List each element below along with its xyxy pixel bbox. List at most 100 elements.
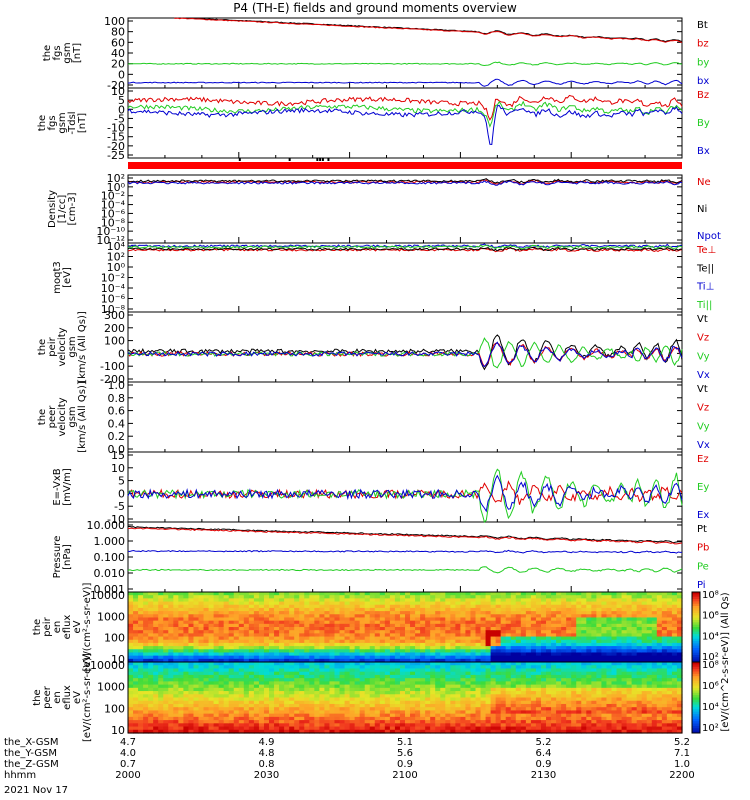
spec-cell (168, 700, 174, 705)
spec-cell (238, 726, 245, 731)
spec-cell (520, 684, 527, 689)
ytick-label-fgs_gsm: 100 (104, 15, 125, 28)
spec-cell (450, 655, 456, 660)
spec-cell (475, 639, 482, 644)
spec-cell (581, 636, 587, 641)
spec-cell (158, 623, 164, 628)
spec-cell (561, 655, 567, 660)
spec-cell (515, 662, 522, 666)
ytick-label-density: 10⁻² (101, 190, 125, 203)
spec-cell (319, 723, 326, 728)
spec-cell (133, 674, 139, 679)
spec-cell (274, 707, 280, 712)
spec-cell (671, 617, 678, 622)
spec-cell (606, 633, 613, 638)
spec-cell (243, 611, 250, 615)
spec-cell (218, 617, 225, 622)
spec-cell (405, 691, 411, 695)
spec-cell (389, 649, 396, 654)
spec-cell (671, 646, 678, 650)
spec-cell (233, 691, 240, 695)
spec-cell (183, 703, 190, 708)
spec-cell (480, 639, 487, 644)
spec-cell (440, 630, 446, 634)
spec-cell (551, 668, 557, 673)
spec-cell (324, 642, 331, 647)
spec-cell (253, 687, 260, 692)
ylabel-line: the (37, 115, 48, 131)
spec-cell (173, 678, 179, 682)
spec-cell (611, 681, 618, 686)
spec-cell (218, 595, 225, 599)
spec-cell (289, 694, 295, 699)
spec-cell (420, 729, 426, 734)
spec-cell (490, 633, 497, 638)
spec-cell (314, 678, 320, 682)
spec-cell (475, 601, 482, 606)
spec-cell (500, 713, 507, 718)
spec-cell (415, 723, 421, 728)
spec-cell (530, 684, 537, 689)
spec-cell (626, 617, 633, 622)
spec-cell (465, 697, 472, 702)
spec-cell (405, 595, 411, 599)
spec-cell (228, 681, 235, 686)
spec-cell (465, 720, 472, 724)
spec-cell (168, 607, 174, 612)
ytick-label-density: 10⁰ (107, 181, 126, 194)
spec-cell (163, 655, 169, 660)
spec-cell (405, 592, 411, 596)
spec-cell (284, 617, 290, 622)
spec-cell (495, 713, 502, 718)
spec-cell (334, 614, 341, 619)
spec-cell (656, 614, 663, 619)
spec-cell (339, 655, 346, 660)
spec-cell (636, 636, 643, 641)
spec-cell (203, 703, 210, 708)
spec-cell (294, 703, 300, 708)
spec-cell (274, 726, 280, 731)
spec-cell (173, 700, 179, 705)
spec-cell (369, 720, 376, 724)
spec-cell (505, 723, 512, 728)
spec-cell (269, 662, 275, 666)
spec-cell (218, 642, 225, 647)
spec-cell (535, 662, 542, 666)
spec-cell (294, 604, 300, 609)
spec-cell (399, 607, 406, 612)
spec-cell (571, 642, 577, 647)
spec-cell (540, 595, 547, 599)
spec-cell (611, 601, 618, 606)
spec-cell (263, 684, 270, 689)
spec-cell (410, 671, 416, 676)
spec-cell (299, 627, 305, 631)
spec-cell (581, 623, 587, 628)
spec-cell (188, 658, 195, 663)
spec-cell (369, 713, 376, 718)
spec-cell (606, 636, 613, 641)
spec-cell (616, 614, 623, 619)
spec-cell (425, 627, 431, 631)
spec-cell (238, 723, 245, 728)
spec-cell (213, 710, 220, 715)
spec-cell (193, 713, 200, 718)
spec-cell (269, 707, 275, 712)
spec-cell (188, 646, 195, 650)
spec-cell (198, 658, 205, 663)
spec-cell (420, 691, 426, 695)
spec-cell (183, 639, 190, 644)
spec-cell (188, 604, 195, 609)
spec-cell (319, 671, 326, 676)
spec-cell (505, 639, 512, 644)
spec-cell (556, 601, 562, 606)
spec-cell (440, 598, 446, 603)
spec-cell (420, 678, 426, 682)
spec-cell (304, 710, 310, 715)
spec-cell (198, 668, 205, 673)
spec-cell (269, 649, 275, 654)
spec-cell (470, 623, 477, 628)
spec-cell (651, 636, 658, 641)
spec-cell (289, 713, 295, 718)
spec-cell (128, 716, 134, 721)
spec-cell (248, 604, 255, 609)
